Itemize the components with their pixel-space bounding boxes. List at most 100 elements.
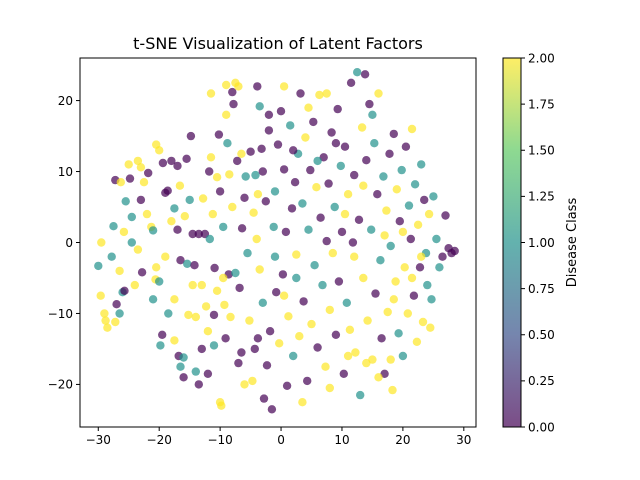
scatter-point xyxy=(438,252,447,261)
chart-title: t-SNE Visualization of Latent Factors xyxy=(133,34,423,53)
scatter-point xyxy=(333,104,342,114)
scatter-point xyxy=(101,316,110,325)
scatter-point xyxy=(133,245,143,254)
scatter-point xyxy=(429,192,438,201)
scatter-point xyxy=(257,144,266,153)
scatter-point xyxy=(413,220,423,229)
scatter-point xyxy=(115,309,124,318)
scatter-point xyxy=(233,156,242,166)
scatter-point xyxy=(115,266,124,276)
scatter-point xyxy=(219,273,228,283)
scatter-point xyxy=(432,234,441,244)
scatter-point xyxy=(228,87,237,97)
scatter-point xyxy=(289,351,298,361)
scatter-point xyxy=(231,268,240,278)
scatter-point xyxy=(235,283,244,293)
y-tick-label: 0 xyxy=(65,236,73,250)
scatter-point xyxy=(243,248,252,258)
scatter-point xyxy=(142,209,152,219)
scatter-point xyxy=(209,310,219,320)
scatter-point xyxy=(212,173,222,182)
scatter-point xyxy=(258,298,267,307)
scatter-point xyxy=(340,142,350,151)
scatter-point xyxy=(210,263,219,273)
scatter-point xyxy=(278,270,288,279)
scatter-point xyxy=(309,117,318,127)
y-axis: −20 −10 0 10 20 xyxy=(48,94,80,392)
scatter-point xyxy=(225,170,234,179)
scatter-point xyxy=(330,202,339,212)
scatter-point xyxy=(391,277,400,286)
x-tick-label: −30 xyxy=(86,433,111,447)
scatter-point xyxy=(374,373,383,382)
scatter-point xyxy=(269,222,278,232)
scatter-point xyxy=(362,156,371,165)
scatter-point xyxy=(191,367,200,376)
scatter-point xyxy=(158,158,168,168)
scatter-point xyxy=(292,273,301,283)
scatter-point xyxy=(354,215,364,224)
scatter-point xyxy=(321,362,330,371)
scatter-point xyxy=(212,286,222,295)
scatter-point xyxy=(357,123,367,132)
scatter-point xyxy=(331,139,341,148)
scatter-point xyxy=(312,183,321,192)
scatter-point xyxy=(379,172,388,181)
scatter-point xyxy=(163,186,172,195)
scatter-point xyxy=(179,353,188,362)
scatter-point xyxy=(289,146,298,155)
scatter-point xyxy=(337,227,347,237)
scatter-point xyxy=(173,225,182,234)
scatter-point xyxy=(148,295,158,304)
scatter-point xyxy=(331,330,341,339)
scatter-point xyxy=(404,201,414,210)
colorbar-tick-label: 0.25 xyxy=(528,374,555,388)
scatter-point xyxy=(388,385,397,395)
plot-area xyxy=(79,57,477,428)
scatter-point xyxy=(370,139,379,148)
scatter-point xyxy=(240,193,249,202)
scatter-point xyxy=(315,90,324,100)
colorbar-tick-label: 1.75 xyxy=(528,97,555,111)
scatter-point xyxy=(209,341,219,350)
scatter-point xyxy=(167,156,176,166)
scatter-point xyxy=(380,369,389,378)
scatter-point xyxy=(96,291,105,300)
x-tick-label: 0 xyxy=(277,433,285,447)
scatter-point xyxy=(206,153,216,162)
scatter-point xyxy=(205,167,214,176)
scatter-point xyxy=(450,246,459,256)
scatter-point xyxy=(306,165,315,175)
x-tick-label: −20 xyxy=(147,433,172,447)
scatter-point xyxy=(395,217,404,226)
scatter-point xyxy=(231,78,240,88)
scatter-point xyxy=(221,334,230,343)
scatter-point xyxy=(253,190,263,199)
scatter-point xyxy=(182,154,191,163)
scatter-point xyxy=(286,121,295,130)
scatter-point xyxy=(203,327,213,336)
scatter-point xyxy=(359,273,368,283)
colorbar-label: Disease Class xyxy=(565,198,580,288)
scatter-point xyxy=(111,317,120,327)
scatter-point xyxy=(296,89,305,98)
scatter-point xyxy=(249,208,258,217)
scatter-point xyxy=(215,187,225,196)
scatter-point xyxy=(197,344,206,354)
scatter-point xyxy=(226,312,235,322)
scatter-point xyxy=(343,190,353,199)
scatter-point xyxy=(389,295,398,304)
scatter-point xyxy=(130,280,139,290)
scatter-point xyxy=(412,337,422,346)
scatter-point xyxy=(351,348,360,357)
scatter-point xyxy=(185,195,194,205)
scatter-point xyxy=(407,124,417,134)
scatter-point xyxy=(183,259,192,268)
scatter-point xyxy=(127,238,136,247)
colorbar-tick-label: 1.00 xyxy=(528,236,555,250)
scatter-point xyxy=(173,161,182,171)
colorbar: 0.00 0.25 0.50 0.75 1.00 1.25 1.50 1.75 2.00 Dis… xyxy=(502,51,580,434)
scatter-point xyxy=(389,129,398,139)
scatter-point xyxy=(346,78,356,88)
scatter-point xyxy=(158,330,167,339)
